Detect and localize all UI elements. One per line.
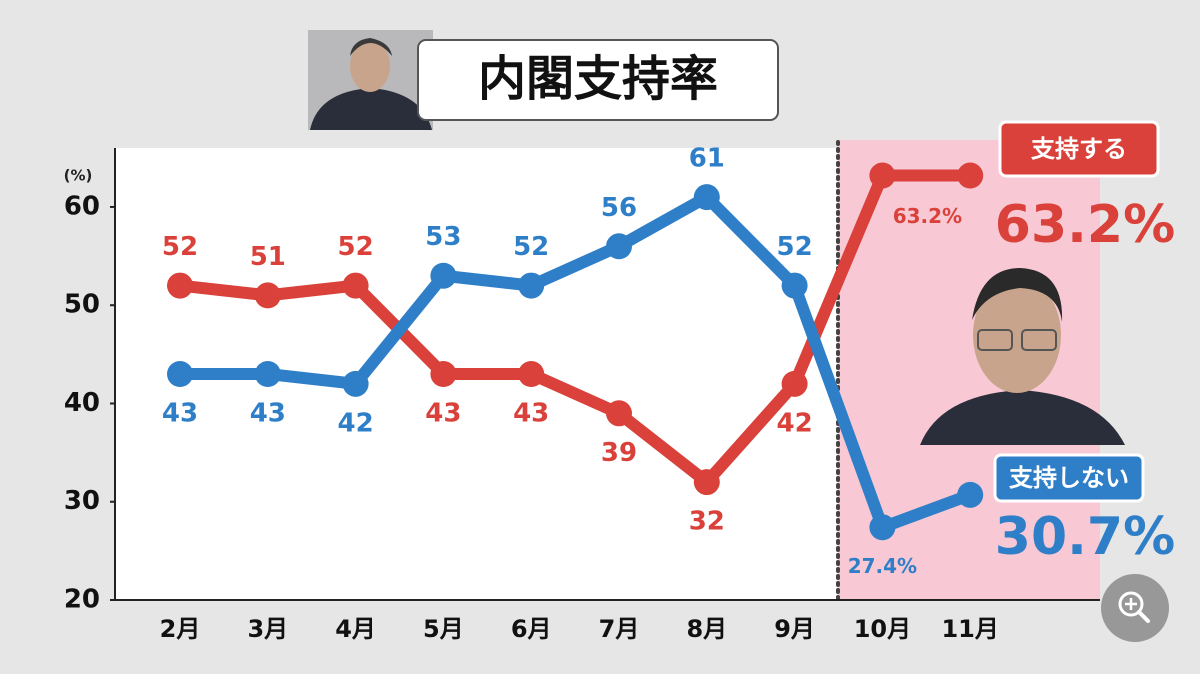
- series-line: [179, 169, 971, 489]
- big-value-label: 63.2%: [995, 195, 1175, 255]
- y-tick-label: 20: [64, 585, 100, 615]
- data-point: [606, 400, 632, 427]
- x-tick-label: 6月: [511, 615, 552, 643]
- value-label: 56: [601, 193, 637, 223]
- data-point: [342, 370, 369, 397]
- zoom-button[interactable]: [1101, 574, 1169, 642]
- x-tick-label: 10月: [854, 615, 911, 643]
- value-label: 27.4%: [848, 554, 917, 578]
- legend-label: 支持する: [1031, 135, 1127, 163]
- data-point: [957, 481, 984, 508]
- legend-box: [998, 120, 1160, 178]
- data-point: [518, 361, 545, 387]
- legend-box: [993, 453, 1145, 503]
- value-label: 63.2%: [893, 204, 962, 228]
- value-label: 39: [601, 438, 637, 468]
- value-label: 52: [513, 232, 549, 262]
- value-label: 51: [250, 242, 286, 272]
- y-tick-label: 30: [64, 486, 100, 516]
- legend-label: 支持しない: [1009, 464, 1129, 492]
- y-tick-label: 50: [64, 290, 100, 320]
- value-label: 42: [338, 408, 374, 438]
- x-tick-label: 9月: [774, 615, 815, 643]
- big-value-label: 30.7%: [995, 507, 1175, 567]
- x-tick-label: 2月: [160, 615, 201, 643]
- value-label: 43: [250, 399, 286, 429]
- x-tick-label: 7月: [599, 615, 640, 643]
- data-point: [430, 361, 457, 387]
- x-tick-label: 5月: [423, 615, 464, 643]
- data-point: [693, 469, 720, 496]
- y-tick-label: 40: [64, 388, 100, 418]
- data-point: [957, 162, 984, 189]
- value-label: 43: [162, 399, 198, 429]
- data-point: [693, 184, 720, 211]
- y-unit-label: (%): [64, 167, 93, 185]
- value-label: 43: [425, 399, 461, 429]
- value-label: 52: [162, 232, 198, 262]
- data-point: [342, 272, 369, 299]
- value-label: 52: [338, 232, 374, 262]
- data-point: [167, 272, 193, 299]
- data-point: [606, 233, 632, 260]
- x-tick-label: 3月: [247, 615, 288, 643]
- value-label: 42: [777, 408, 813, 438]
- x-tick-label: 4月: [335, 615, 376, 643]
- data-point: [254, 361, 281, 387]
- x-tick-label: 8月: [686, 615, 727, 643]
- data-point: [254, 282, 281, 309]
- photo-left: [308, 30, 433, 130]
- y-tick-label: 60: [64, 191, 100, 221]
- value-label: 32: [689, 507, 725, 537]
- data-point: [430, 262, 457, 289]
- value-label: 53: [425, 222, 461, 252]
- value-label: 52: [777, 232, 813, 262]
- data-point: [869, 162, 896, 189]
- value-label: 43: [513, 399, 549, 429]
- series-line: [180, 191, 973, 534]
- data-point: [869, 514, 896, 541]
- chart-title: 内閣支持率: [478, 51, 718, 107]
- data-point: [518, 272, 545, 299]
- x-tick-label: 11月: [941, 615, 998, 643]
- title-box: [417, 39, 779, 121]
- data-point: [781, 272, 808, 299]
- data-point: [167, 361, 193, 387]
- photo-right: [920, 268, 1125, 445]
- value-label: 61: [689, 144, 725, 174]
- data-point: [781, 370, 808, 397]
